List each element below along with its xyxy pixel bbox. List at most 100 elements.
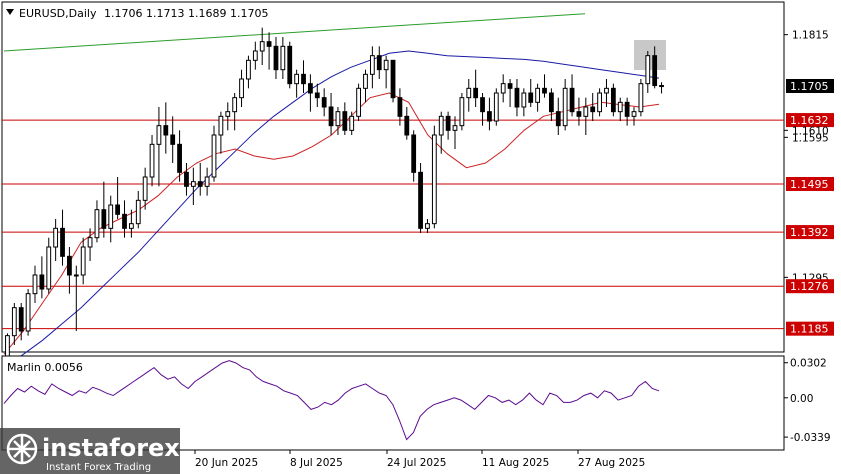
candle <box>548 88 554 121</box>
candle-body-up <box>280 45 286 71</box>
candle <box>487 97 492 131</box>
candle-body-up <box>631 111 637 117</box>
candle <box>445 111 451 140</box>
candle <box>356 83 361 121</box>
candle <box>122 200 127 238</box>
candle <box>659 82 664 94</box>
candle-body-up <box>204 176 210 187</box>
candle-body-down <box>514 87 520 108</box>
indicator-tick-label: 0.00 <box>790 393 813 405</box>
candle-body-down <box>376 55 382 71</box>
candle <box>204 167 210 196</box>
candle-body-down <box>569 87 575 113</box>
candle-body-down <box>177 143 182 173</box>
candle-body-up <box>259 41 265 52</box>
candle <box>335 107 341 135</box>
candle-body-up <box>493 92 499 122</box>
candle <box>411 130 417 182</box>
candle-body-up <box>521 92 527 108</box>
candle <box>287 41 293 89</box>
price-pane-frame <box>1 1 785 353</box>
candle <box>273 37 279 79</box>
candle-body-up <box>239 78 244 99</box>
ohlc-values: 1.1706 1.1713 1.1689 1.1705 <box>104 7 268 20</box>
candle-body-down <box>624 101 630 117</box>
candle <box>218 111 224 154</box>
candle <box>46 237 52 294</box>
candle-body-down <box>659 85 664 88</box>
candle-body-up <box>252 50 258 61</box>
candle-body-up <box>383 59 389 71</box>
candle <box>514 79 520 117</box>
candle-body-up <box>73 274 79 277</box>
candle <box>555 97 561 135</box>
level-tag <box>786 113 834 128</box>
level-tag <box>786 177 834 191</box>
candle-body-down <box>273 45 279 71</box>
price-pane[interactable] <box>1 1 785 371</box>
candle-body-up <box>46 246 52 290</box>
candle <box>349 111 355 135</box>
candle <box>425 219 430 233</box>
candle-body-up <box>363 73 368 89</box>
candle <box>39 256 45 299</box>
candle <box>542 74 547 98</box>
indicator-name: Marlin 0.0056 <box>7 361 83 374</box>
level-tag-label: 1.1185 <box>790 323 829 336</box>
candle <box>259 27 265 65</box>
level-tag <box>786 279 834 294</box>
candle <box>101 181 107 238</box>
candle-body-up <box>218 115 224 136</box>
candle <box>583 97 589 135</box>
candle <box>177 130 182 182</box>
candle <box>163 102 169 154</box>
candle-body-up <box>142 176 148 201</box>
candle-body-up <box>452 125 458 131</box>
candle-body-up <box>156 125 162 145</box>
candle-body-up <box>25 293 31 332</box>
candle-body-down <box>67 255 72 276</box>
candle-body-up <box>617 101 623 113</box>
marlin-layer <box>3 360 660 441</box>
candle-body-down <box>184 171 189 187</box>
chart-header: EURUSD,Daily 1.1706 1.1713 1.1689 1.1705 <box>6 7 268 20</box>
candle <box>94 200 100 243</box>
candle <box>369 46 375 89</box>
candle-body-up <box>53 227 59 248</box>
candle-body-up <box>431 134 437 225</box>
candle <box>397 88 403 126</box>
candle <box>576 97 582 126</box>
candle-body-up <box>425 223 430 229</box>
price-tick-label: 1.1815 <box>792 30 829 42</box>
level-tag <box>786 321 834 336</box>
indicator-tick-label: 0.0302 <box>790 358 827 370</box>
time-tick-label: 8 Jul 2025 <box>290 457 343 469</box>
candle <box>459 93 465 131</box>
candle <box>569 74 575 117</box>
triangle-down-icon[interactable] <box>6 9 14 15</box>
candle-body-down <box>473 87 479 99</box>
candle-body-down <box>555 111 561 127</box>
candle-body-up <box>438 115 444 136</box>
candle-body-up <box>349 115 355 131</box>
candle <box>301 60 306 93</box>
candle-body-up <box>466 87 472 99</box>
candle <box>87 228 93 261</box>
candle-body-up <box>583 106 589 117</box>
candle-body-up <box>128 223 134 229</box>
candle <box>266 32 272 70</box>
candle <box>604 79 609 107</box>
candle <box>342 102 348 135</box>
candle <box>638 79 644 117</box>
candle <box>624 97 630 126</box>
price-tick-label: 1.1610 <box>792 125 829 137</box>
candle <box>652 46 658 89</box>
indicator-axis: 0.0302 0.00 -0.0339 <box>784 358 831 444</box>
candle <box>363 69 368 103</box>
candle-body-up <box>246 59 251 80</box>
indicator-tick-label: -0.0339 <box>790 432 831 444</box>
candle <box>390 59 396 103</box>
candle <box>190 167 196 205</box>
moving-average-line <box>3 13 586 52</box>
